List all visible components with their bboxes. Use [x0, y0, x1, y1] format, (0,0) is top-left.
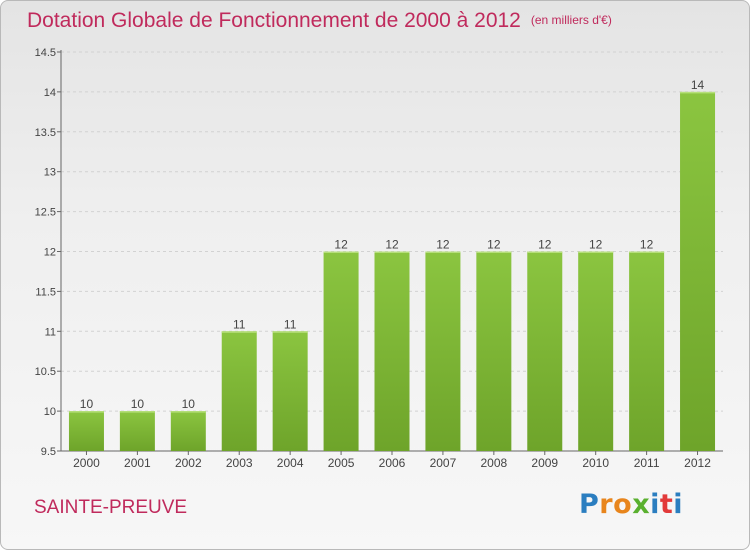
- bar-highlight: [578, 251, 614, 253]
- bar-value-label: 12: [436, 238, 450, 252]
- x-tick-label: 2011: [634, 456, 660, 470]
- bar: [272, 331, 308, 451]
- bar-value-label: 10: [131, 397, 145, 411]
- logo-letter: t: [659, 489, 674, 520]
- logo-letter: r: [599, 489, 614, 520]
- x-tick-label: 2000: [73, 456, 100, 470]
- y-tick-label: 10: [44, 406, 56, 418]
- bar-highlight: [119, 411, 155, 413]
- bars: [68, 91, 716, 452]
- bar: [68, 411, 104, 451]
- y-tick-label: 14: [44, 87, 56, 99]
- y-tick-label: 11: [45, 326, 56, 338]
- y-tick-label: 13: [44, 167, 56, 179]
- chart-title-text: Dotation Globale de Fonctionnement de 20…: [27, 9, 521, 32]
- x-tick-label: 2009: [531, 456, 558, 470]
- bar-highlight: [527, 251, 563, 253]
- chart-title: Dotation Globale de Fonctionnement de 20…: [27, 9, 612, 33]
- x-tick-label: 2002: [175, 456, 202, 470]
- logo-letter: P: [579, 489, 600, 520]
- y-tick-label: 12: [44, 247, 56, 259]
- bar: [119, 411, 155, 451]
- commune-name: SAINTE-PREUVE: [34, 497, 188, 518]
- bar-value-label: 12: [487, 238, 501, 252]
- x-tick-label: 2003: [226, 456, 253, 470]
- x-tick-label: 2007: [430, 456, 457, 470]
- logo-letter: o: [613, 489, 633, 520]
- bar: [323, 251, 359, 451]
- y-tick-label: 13.5: [35, 127, 56, 139]
- x-tick-label: 2008: [480, 456, 507, 470]
- bar-highlight: [170, 411, 206, 413]
- bar-highlight: [374, 251, 410, 253]
- y-tick-label: 14.5: [35, 47, 56, 59]
- bar: [680, 91, 716, 452]
- bar-highlight: [221, 331, 257, 333]
- bar-value-label: 12: [589, 238, 603, 252]
- bar-value-label: 14: [691, 78, 705, 92]
- x-tick-label: 2004: [277, 456, 304, 470]
- logo-letter: x: [632, 489, 651, 520]
- bar-highlight: [425, 251, 461, 253]
- logo-letter: i: [650, 489, 660, 520]
- bar-highlight: [476, 251, 512, 253]
- x-tick-label: 2001: [124, 456, 151, 470]
- proxiti-logo[interactable]: Proxiti: [579, 489, 683, 520]
- x-tick-label: 2005: [328, 456, 355, 470]
- bar-value-label: 10: [80, 397, 94, 411]
- bar-value-label: 10: [182, 397, 196, 411]
- bar-value-label: 12: [538, 238, 552, 252]
- bar-highlight: [68, 411, 104, 413]
- y-tick-label: 9.5: [41, 446, 56, 458]
- x-tick-label: 2006: [379, 456, 406, 470]
- bar: [527, 251, 563, 451]
- y-tick-label: 12.5: [35, 207, 56, 219]
- x-tick-label: 2010: [582, 456, 609, 470]
- bar-highlight: [272, 331, 308, 333]
- bar-value-label: 12: [640, 238, 654, 252]
- bar: [578, 251, 614, 451]
- logo-letter: i: [673, 489, 684, 520]
- y-tick-label: 11.5: [35, 286, 56, 298]
- bar-highlight: [680, 91, 716, 94]
- bar-value-label: 12: [334, 238, 348, 252]
- bar: [374, 251, 410, 451]
- bar: [170, 411, 206, 451]
- bar-highlight: [323, 251, 359, 253]
- bar: [221, 331, 257, 451]
- bar: [629, 251, 665, 451]
- bar-value-label: 11: [284, 317, 297, 331]
- bar: [476, 251, 512, 451]
- bar: [425, 251, 461, 451]
- bar-value-label: 11: [233, 317, 246, 331]
- chart-subtitle: (en milliers d'€): [530, 13, 612, 27]
- bar-value-label: 12: [385, 238, 399, 252]
- labels: 9.5 10 10.5 11 11.5 12 12.5 13 13.5 14 14.5 10 2000 1…: [35, 47, 712, 470]
- bar-highlight: [629, 251, 665, 253]
- x-tick-label: 2012: [684, 456, 711, 470]
- y-tick-label: 10.5: [35, 366, 56, 378]
